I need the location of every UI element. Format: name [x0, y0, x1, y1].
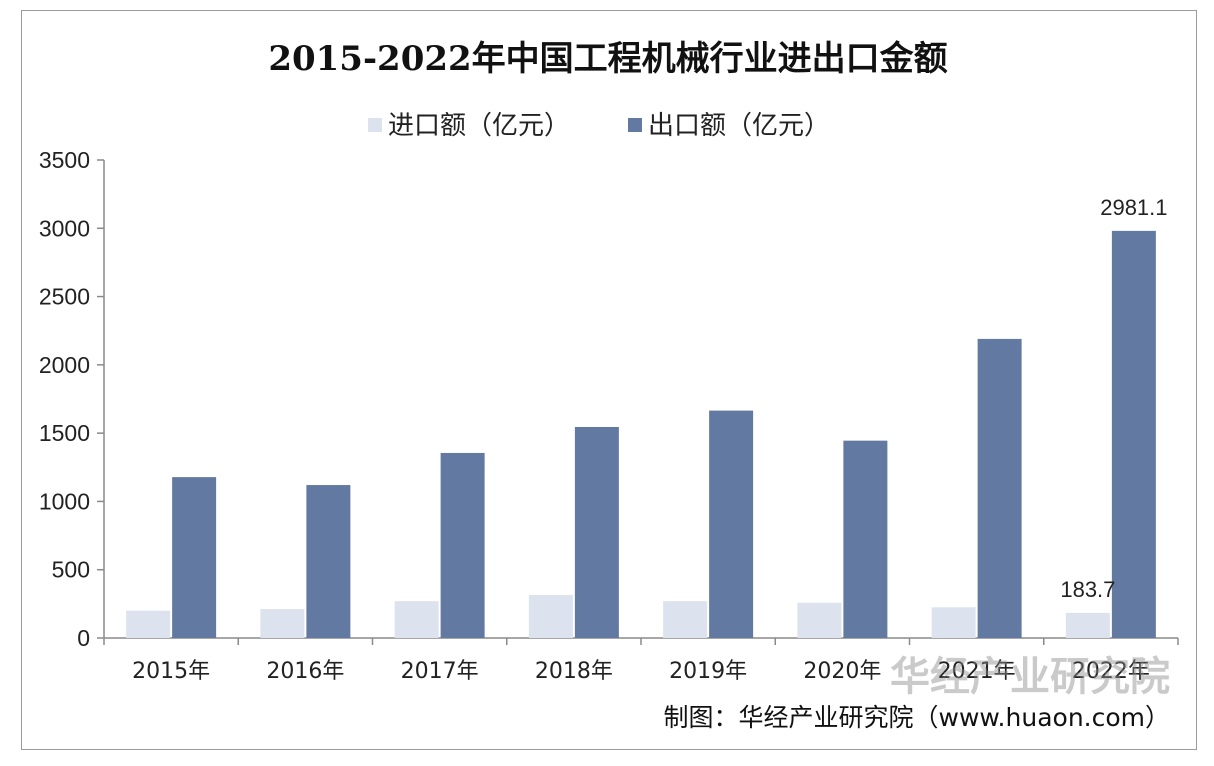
y-tick-label: 3000 [39, 215, 90, 241]
bar-export [440, 452, 485, 638]
bar-import [126, 610, 171, 638]
bar-import [394, 601, 439, 638]
legend-swatch-export [628, 118, 642, 132]
bar-export [977, 338, 1022, 638]
y-tick-label: 0 [77, 625, 90, 651]
y-tick-label: 500 [52, 557, 90, 583]
x-tick-label: 2021年 [938, 659, 1016, 684]
bars [126, 230, 1156, 638]
chart-title: 2015-2022年中国工程机械行业进出口金额 [268, 39, 947, 79]
data-label: 2981.1 [1100, 195, 1167, 220]
x-tick-label: 2020年 [803, 659, 881, 684]
y-tick-label: 1500 [39, 420, 90, 446]
data-label: 183.7 [1060, 577, 1115, 602]
x-tick-label: 2017年 [401, 659, 479, 684]
y-tick-label: 2500 [39, 284, 90, 310]
bar-export [843, 440, 888, 638]
x-tick-label: 2016年 [266, 659, 344, 684]
bar-export [574, 426, 619, 638]
bar-export [709, 410, 754, 638]
bar-export [1111, 230, 1156, 638]
legend-label-import: 进口额（亿元） [388, 111, 570, 141]
y-tick-label: 2000 [39, 352, 90, 378]
x-tick-label: 2019年 [669, 659, 747, 684]
bar-export [172, 477, 217, 638]
y-tick-label: 1000 [39, 488, 90, 514]
y-tick-label: 3500 [39, 147, 90, 173]
data-labels: 183.7 2981.1 [1060, 195, 1167, 602]
legend: 进口额（亿元） 出口额（亿元） [368, 111, 830, 141]
y-axis: 0 500 1000 1500 2000 2500 3000 3500 [39, 147, 105, 651]
bar-import [1065, 612, 1110, 638]
bar-import [797, 602, 842, 638]
x-tick-label: 2018年 [535, 659, 613, 684]
bar-export [306, 485, 351, 638]
x-tick-label: 2015年 [132, 659, 210, 684]
watermark-text: 华经产业研究院 [890, 654, 1170, 700]
legend-label-export: 出口额（亿元） [648, 111, 830, 141]
x-tick-label: 2022年 [1072, 659, 1150, 684]
bar-import [528, 594, 573, 638]
bar-import [931, 607, 976, 638]
bar-import [663, 601, 708, 638]
bar-import [260, 609, 305, 638]
legend-swatch-import [368, 118, 382, 132]
source-note: 制图：华经产业研究院（www.huaon.com） [664, 703, 1170, 732]
